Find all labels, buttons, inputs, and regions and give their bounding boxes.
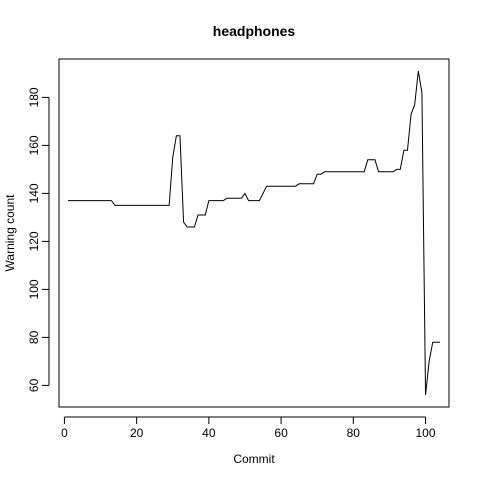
x-tick-label: 0 <box>61 426 68 440</box>
x-axis: 0 20 40 60 80 100 <box>61 416 436 440</box>
plot-area <box>58 58 450 408</box>
y-tick-label: 120 <box>27 231 41 251</box>
series-line <box>68 70 440 396</box>
x-axis-label: Commit <box>233 452 275 466</box>
y-tick-label: 180 <box>27 87 41 107</box>
x-tick-label: 80 <box>347 426 361 440</box>
y-tick-label: 60 <box>27 378 41 392</box>
y-axis-label: Warning count <box>3 194 17 272</box>
y-tick-label: 160 <box>27 135 41 155</box>
y-axis: 60 80 100 120 140 160 180 <box>27 87 50 392</box>
chart-title: headphones <box>213 23 296 39</box>
y-tick-label: 100 <box>27 279 41 299</box>
x-tick-label: 20 <box>130 426 144 440</box>
y-tick-label: 80 <box>27 330 41 344</box>
x-tick-label: 100 <box>416 426 436 440</box>
x-tick-label: 40 <box>202 426 216 440</box>
x-tick-label: 60 <box>274 426 288 440</box>
y-tick-label: 140 <box>27 183 41 203</box>
